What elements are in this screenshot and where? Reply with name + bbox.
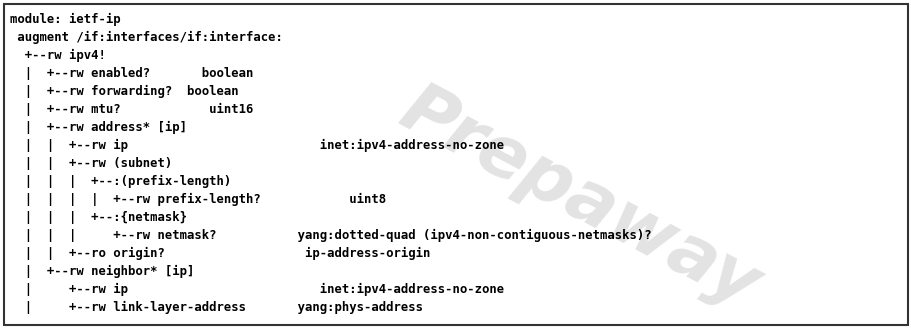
Text: |  |  |  +--:(prefix-length): | | | +--:(prefix-length) [10,175,231,188]
Text: |     +--rw link-layer-address       yang:phys-address: | +--rw link-layer-address yang:phys-add… [10,301,423,314]
Text: module: ietf-ip: module: ietf-ip [10,13,120,26]
Text: |  |  +--rw (subnet): | | +--rw (subnet) [10,157,172,170]
Text: augment /if:interfaces/if:interface:: augment /if:interfaces/if:interface: [10,31,282,44]
Text: Prepaway: Prepaway [388,76,771,322]
Text: |  +--rw address* [ip]: | +--rw address* [ip] [10,121,187,134]
Text: |     +--rw ip                          inet:ipv4-address-no-zone: | +--rw ip inet:ipv4-address-no-zone [10,283,504,296]
Text: |  +--rw mtu?            uint16: | +--rw mtu? uint16 [10,103,253,116]
Text: |  |  |  |  +--rw prefix-length?            uint8: | | | | +--rw prefix-length? uint8 [10,193,385,206]
Text: +--rw ipv4!: +--rw ipv4! [10,49,106,62]
Text: |  |  +--rw ip                          inet:ipv4-address-no-zone: | | +--rw ip inet:ipv4-address-no-zone [10,139,504,152]
Text: |  +--rw neighbor* [ip]: | +--rw neighbor* [ip] [10,265,194,278]
Text: |  |  +--ro origin?                   ip-address-origin: | | +--ro origin? ip-address-origin [10,247,430,260]
Text: |  |  |  +--:{netmask}: | | | +--:{netmask} [10,211,187,224]
Text: |  +--rw enabled?       boolean: | +--rw enabled? boolean [10,67,253,80]
Text: |  +--rw forwarding?  boolean: | +--rw forwarding? boolean [10,85,239,98]
Text: |  |  |     +--rw netmask?           yang:dotted-quad (ipv4-non-contiguous-netma: | | | +--rw netmask? yang:dotted-quad (i… [10,229,651,242]
